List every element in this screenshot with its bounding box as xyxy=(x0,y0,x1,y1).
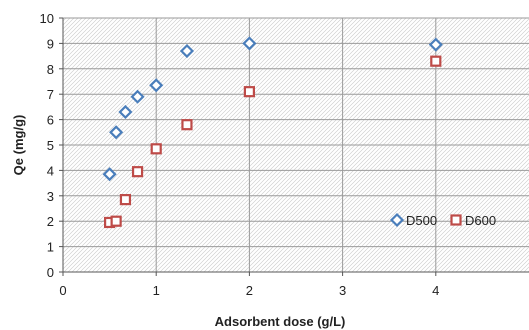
legend-label-d600: D600 xyxy=(465,213,496,228)
legend: D500 D600 xyxy=(389,212,496,228)
x-tick-labels: 0 1 2 3 4 xyxy=(59,283,439,298)
x-tick-label: 4 xyxy=(432,283,439,298)
y-tick-label: 6 xyxy=(47,113,54,128)
x-tick-label: 1 xyxy=(153,283,160,298)
y-tick-labels: 0 1 2 3 4 5 6 7 8 9 10 xyxy=(40,11,54,280)
data-point-d600 xyxy=(150,143,162,155)
legend-marker-d500 xyxy=(389,212,405,228)
y-tick-label: 7 xyxy=(47,87,54,102)
series-d500 xyxy=(102,36,443,182)
data-point-d600 xyxy=(131,166,144,178)
data-point-d500 xyxy=(428,37,443,52)
y-tick-label: 9 xyxy=(47,36,54,51)
legend-marker-d600 xyxy=(450,214,462,226)
data-point-d500 xyxy=(242,36,257,51)
y-tick-label: 1 xyxy=(47,240,54,255)
data-point-d500 xyxy=(109,125,124,140)
data-point-d600 xyxy=(430,55,442,67)
data-point-d500 xyxy=(179,43,195,59)
y-tick-label: 10 xyxy=(40,11,54,26)
x-axis-title: Adsorbent dose (g/L) xyxy=(215,314,346,329)
data-point-d600 xyxy=(119,194,132,206)
x-tick-label: 2 xyxy=(246,283,253,298)
data-point-d500 xyxy=(130,89,145,104)
y-tick-label: 2 xyxy=(47,214,54,229)
data-point-d600 xyxy=(110,215,122,227)
data-points xyxy=(102,36,443,229)
y-tick-label: 8 xyxy=(47,62,54,77)
legend-label-d500: D500 xyxy=(406,213,437,228)
series-d600 xyxy=(103,55,442,229)
data-point-d500 xyxy=(118,104,133,120)
y-tick-label: 5 xyxy=(47,138,54,153)
axes xyxy=(59,17,529,276)
y-tick-label: 4 xyxy=(47,163,54,178)
y-tick-label: 3 xyxy=(47,189,54,204)
data-point-d500 xyxy=(149,78,164,93)
x-tick-label: 0 xyxy=(59,283,66,298)
data-point-d600 xyxy=(243,86,255,98)
x-tick-label: 3 xyxy=(339,283,346,298)
data-point-d600 xyxy=(181,119,193,131)
y-tick-label: 0 xyxy=(47,265,54,280)
y-axis-title: Qe (mg/g) xyxy=(11,115,26,176)
data-point-d500 xyxy=(102,167,117,182)
